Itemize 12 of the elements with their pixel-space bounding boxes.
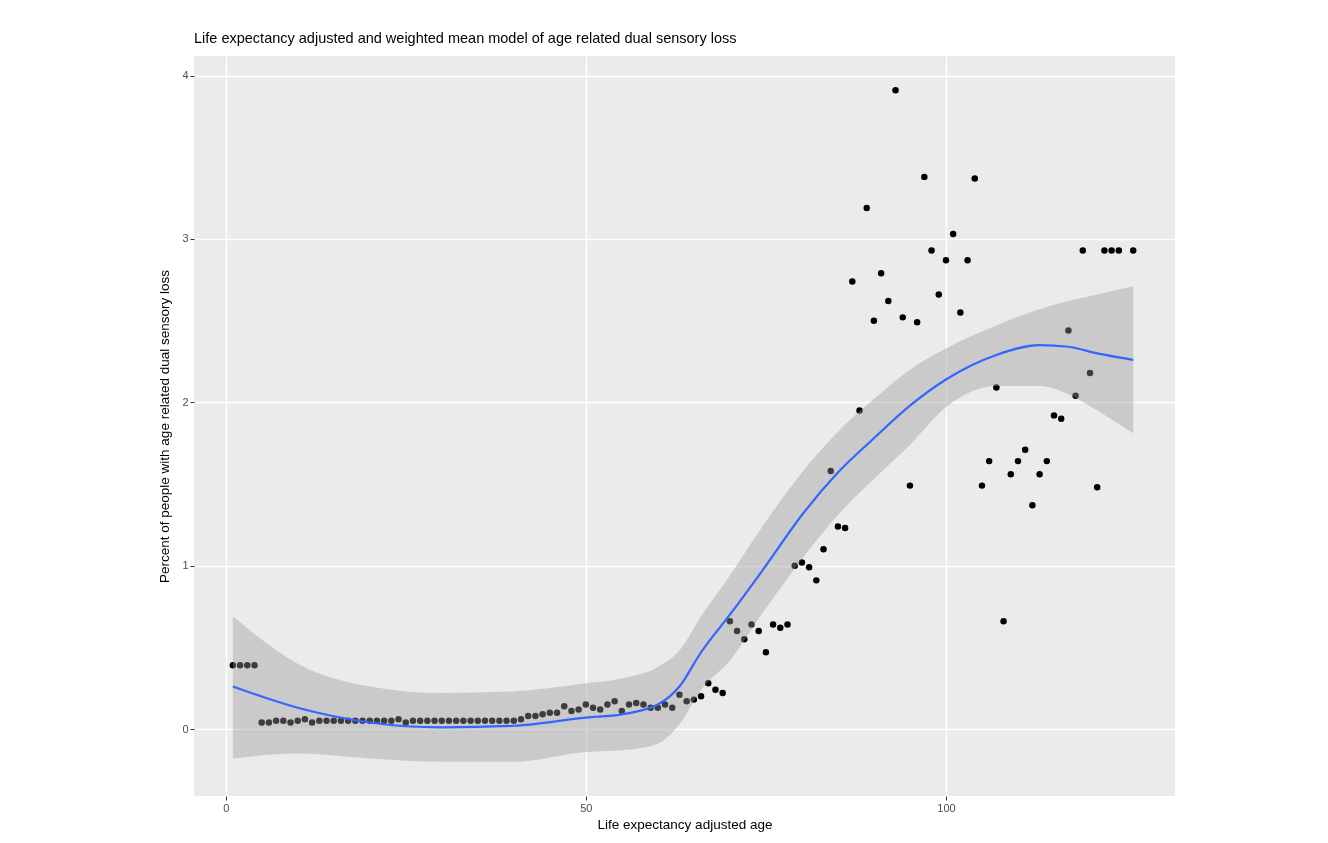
- x-axis-title: Life expectancy adjusted age: [597, 816, 773, 832]
- y-axis-title: Percent of people with age related dual sensory loss: [157, 269, 173, 583]
- x-tick-label: 0: [223, 801, 230, 814]
- y-tick-label: 2: [182, 395, 189, 408]
- y-tick-label: 1: [182, 559, 189, 572]
- y-tick-label: 3: [182, 232, 189, 245]
- y-tick-label: 4: [182, 69, 189, 82]
- chart-title: Life expectancy adjusted and weighted mean model of age related dual sensory loss: [194, 29, 737, 46]
- x-tick-label: 50: [580, 801, 593, 814]
- line-series: [231, 344, 1135, 729]
- y-tick-label: 0: [182, 722, 189, 735]
- x-tick-label: 100: [937, 801, 956, 814]
